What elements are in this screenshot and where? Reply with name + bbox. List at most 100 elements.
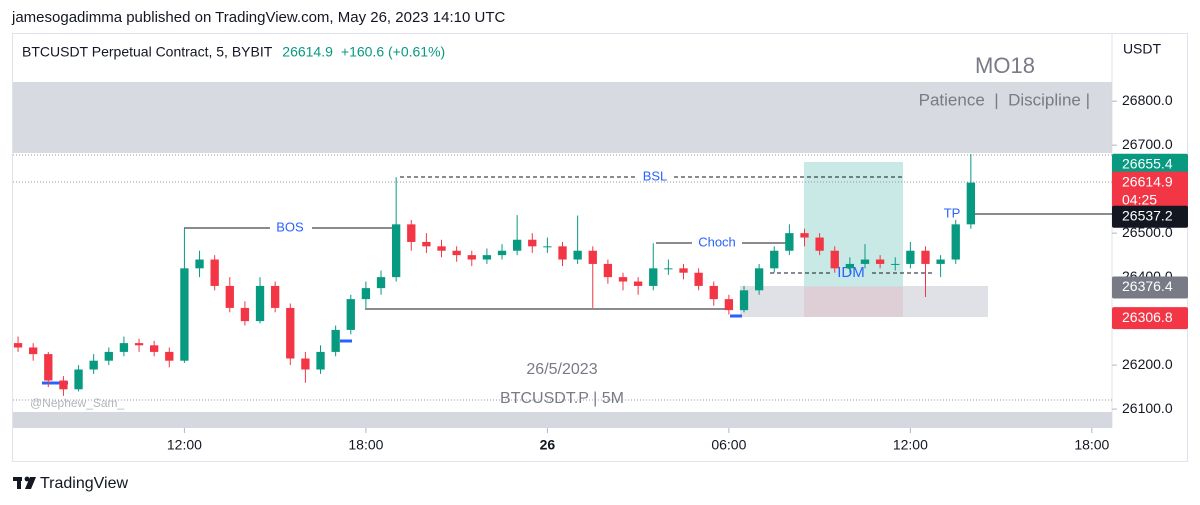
candle-body (724, 299, 734, 311)
price-label-box (1112, 171, 1188, 212)
candle-body (936, 259, 945, 264)
price-label: 26614.9 (1122, 173, 1173, 189)
candle-body (119, 343, 129, 352)
candle-body (966, 182, 976, 225)
candle-body (815, 237, 824, 251)
symbol-label: BTCUSDT.P | 5M (500, 390, 624, 407)
candle-body (286, 307, 295, 359)
candle-body (89, 360, 98, 370)
candle-body (180, 268, 189, 361)
candle-body (437, 246, 446, 251)
candle-body (467, 255, 476, 260)
candle-body (921, 250, 930, 264)
candle-body (633, 281, 643, 286)
candle-body (240, 307, 250, 322)
candle-body (754, 268, 764, 291)
candle-body (649, 268, 658, 286)
candle-body (361, 288, 371, 300)
candle-body (528, 239, 537, 247)
candle-body (770, 250, 779, 269)
supply-zone (13, 82, 1112, 153)
candle-body (270, 285, 280, 308)
demand-zone (740, 286, 988, 317)
motto: Patience | Discipline | (919, 90, 1090, 109)
tp-label: TP (944, 205, 961, 220)
candle-body (497, 250, 507, 256)
candle-body (13, 343, 23, 348)
x-tick-label: 12:00 (167, 437, 202, 453)
y-tick-label: 26700.0 (1122, 136, 1173, 152)
y-axis-label: USDT (1123, 41, 1162, 57)
watermark: @Nephew_Sam_ (30, 396, 125, 410)
candle-body (210, 259, 219, 286)
candle-body (74, 369, 83, 390)
candle-body (422, 241, 431, 247)
candle-body (875, 259, 885, 264)
candle-body (951, 224, 960, 260)
candle-body (316, 351, 325, 370)
candle-body (891, 263, 900, 265)
candle-body (558, 246, 567, 260)
price-label: 26537.2 (1122, 207, 1173, 223)
y-tick-label: 26500.0 (1122, 224, 1173, 240)
chart-title: BTCUSDT Perpetual Contract, 5, BYBIT (22, 44, 273, 60)
candle-body (165, 351, 174, 361)
price-label-box (1112, 205, 1188, 228)
candle-body (679, 268, 688, 273)
price-label-box (1112, 307, 1188, 330)
candle-body (104, 351, 113, 361)
y-tick-label: 26100.0 (1122, 400, 1173, 416)
bsl-label: BSL (643, 168, 668, 183)
x-tick-label: 26 (540, 437, 556, 453)
candle-body (452, 250, 461, 256)
price-change: +160.6 (+0.61%) (341, 44, 445, 60)
candle-body (694, 272, 703, 286)
candle-body (59, 380, 68, 390)
candle-body (195, 259, 204, 269)
x-tick-label: 06:00 (711, 437, 746, 453)
price-label: 26655.4 (1122, 155, 1173, 171)
countdown: 04:25 (1122, 191, 1157, 207)
logo (13, 476, 36, 489)
candle-body (845, 263, 855, 269)
last-price: 26614.9 (282, 44, 333, 60)
candle-body (391, 224, 401, 278)
choch-label: Choch (698, 234, 736, 249)
y-tick-label: 26800.0 (1122, 92, 1173, 108)
candle-body (44, 354, 53, 381)
chart-frame (12, 33, 1188, 462)
publisher: jamesogadimma published on TradingView.c… (11, 9, 505, 26)
candle-body (482, 255, 492, 260)
price-label: 26376.4 (1122, 278, 1173, 294)
candle-body (800, 233, 809, 238)
candle-body (225, 285, 234, 308)
candle-body (331, 329, 340, 352)
candle-body (346, 299, 355, 330)
candle-body (376, 277, 386, 289)
x-tick-label: 12:00 (893, 437, 928, 453)
brand: TradingView (40, 475, 128, 492)
x-tick-label: 18:00 (348, 437, 383, 453)
candle-body (830, 250, 839, 269)
candle-body (603, 263, 613, 278)
candle-body (301, 358, 310, 370)
y-tick-label: 26200.0 (1122, 356, 1173, 372)
candle-body (543, 246, 552, 248)
candle-body (407, 224, 416, 242)
price-label-box (1112, 276, 1188, 299)
candle-body (573, 250, 582, 260)
candle-body (709, 285, 718, 300)
candle-body (739, 290, 749, 311)
bos-label: BOS (276, 219, 304, 234)
candle-body (618, 277, 628, 282)
candle-body (255, 285, 265, 322)
candle-body (860, 259, 870, 264)
candle-body (785, 233, 794, 251)
idm-label: IDM (837, 264, 865, 281)
price-label: 26306.8 (1122, 309, 1173, 325)
candle-body (588, 250, 597, 264)
bottom-zone (13, 412, 1112, 428)
candle-body (29, 347, 38, 355)
